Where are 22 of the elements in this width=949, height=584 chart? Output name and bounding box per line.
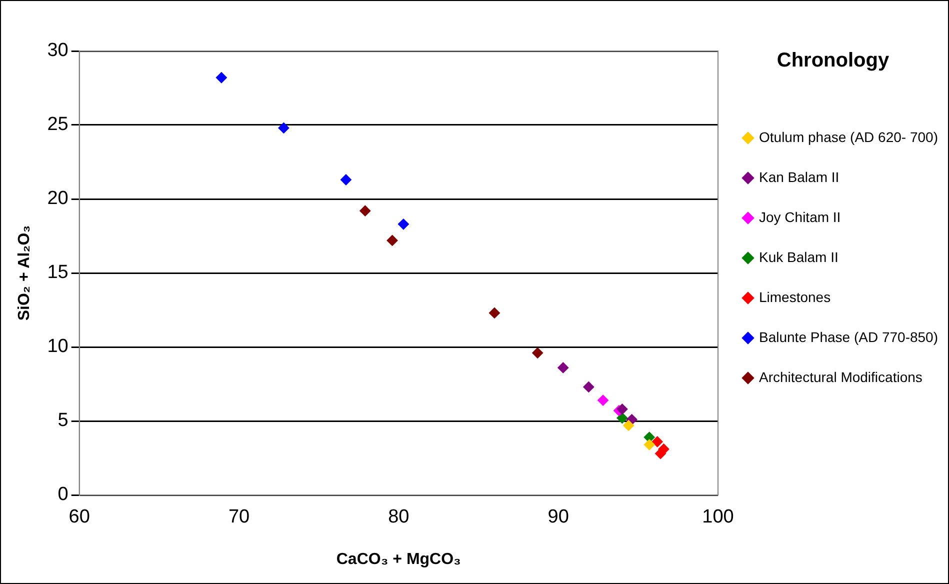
legend-title: Chronology bbox=[776, 50, 890, 72]
y-tick-label: 25 bbox=[47, 114, 68, 136]
legend-label: Balunte Phase (AD 770-850) bbox=[759, 328, 938, 345]
y-tick-label: 0 bbox=[58, 484, 68, 506]
y-tick-label: 10 bbox=[47, 336, 68, 358]
legend-label: Kan Balam II bbox=[759, 168, 840, 185]
legend-label: Limestones bbox=[759, 288, 831, 305]
x-tick-label: 60 bbox=[68, 506, 90, 528]
x-tick-label: 100 bbox=[702, 506, 734, 528]
legend-label: Joy Chitam II bbox=[759, 208, 841, 225]
x-axis-title: CaCO₃ + MgCO₃ bbox=[336, 550, 461, 568]
y-axis-title: SiO₂ + Al₂O₃ bbox=[16, 225, 34, 321]
legend-label: Otulum phase (AD 620- 700) bbox=[759, 128, 938, 145]
x-tick-label: 80 bbox=[388, 506, 410, 528]
y-tick-label: 30 bbox=[47, 40, 68, 62]
x-tick-label: 90 bbox=[548, 506, 569, 528]
legend-label: Architectural Modifications bbox=[759, 368, 922, 385]
legend-label: Kuk Balam II bbox=[759, 248, 838, 265]
x-tick-label: 70 bbox=[228, 506, 250, 528]
y-tick-label: 5 bbox=[58, 410, 68, 432]
y-tick-label: 20 bbox=[47, 188, 68, 210]
y-tick-label: 15 bbox=[47, 262, 68, 284]
